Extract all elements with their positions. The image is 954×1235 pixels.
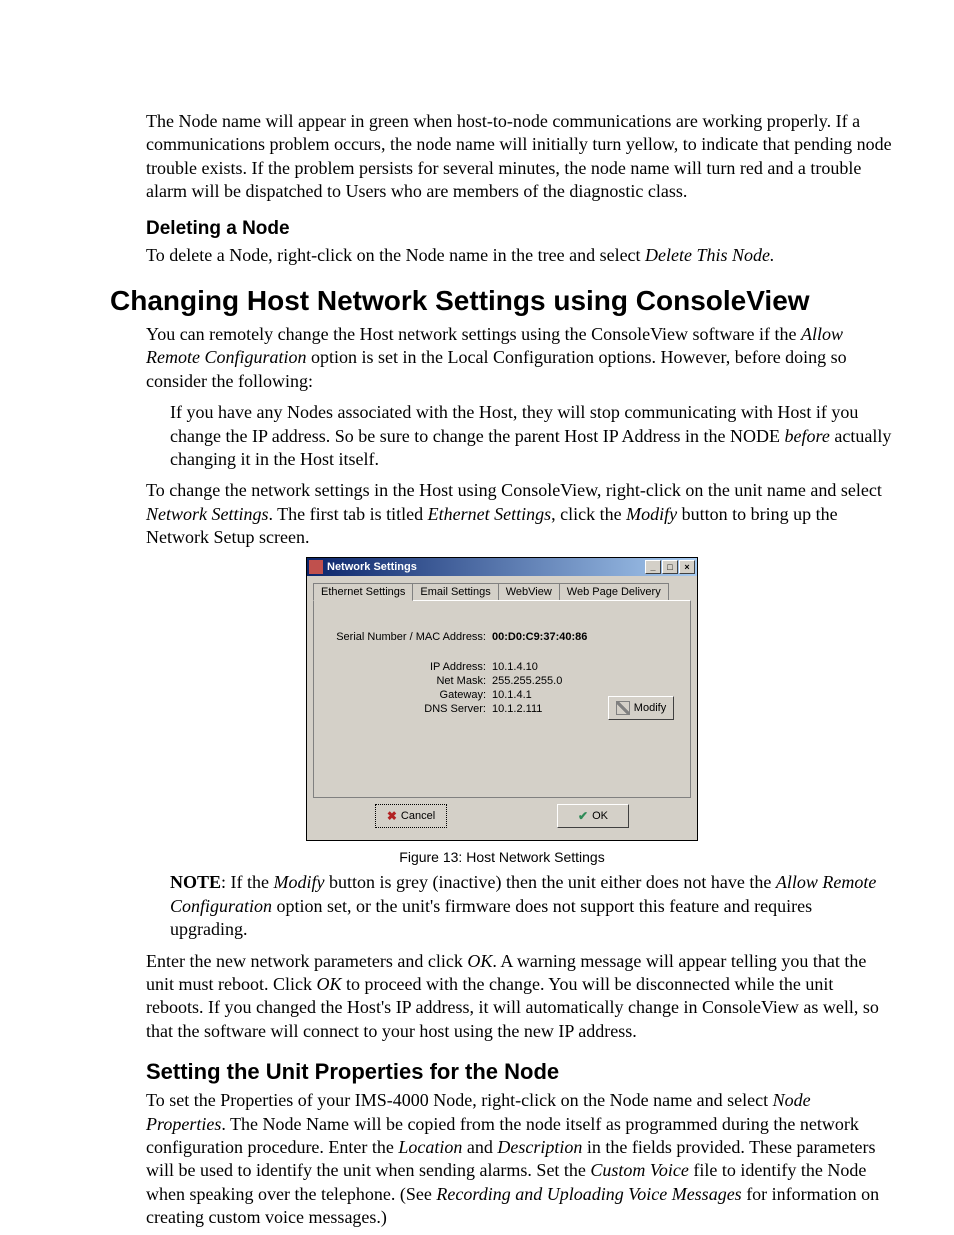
minimize-button[interactable]: _ <box>645 560 661 574</box>
cancel-button-label: Cancel <box>401 810 435 822</box>
delete-node-paragraph: To delete a Node, right-click on the Nod… <box>110 244 894 267</box>
tab-email-settings[interactable]: Email Settings <box>412 583 498 600</box>
tab-panel-ethernet: Serial Number / MAC Address: 00:D0:C9:37… <box>313 600 691 798</box>
tab-webview[interactable]: WebView <box>498 583 560 600</box>
note-label: NOTE <box>170 872 221 892</box>
text: Enter the new network parameters and cli… <box>146 951 467 971</box>
netmask-label: Net Mask: <box>326 675 492 687</box>
changing-intro-paragraph: You can remotely change the Host network… <box>110 323 894 393</box>
dialog-tabs: Ethernet Settings Email Settings WebView… <box>313 580 691 600</box>
text: . The first tab is titled <box>269 504 428 524</box>
network-settings-dialog: Network Settings _ □ × Ethernet Settings… <box>306 557 698 841</box>
text: To set the Properties of your IMS-4000 N… <box>146 1090 773 1110</box>
heading-setting-unit-properties: Setting the Unit Properties for the Node <box>110 1059 894 1085</box>
tab-web-page-delivery[interactable]: Web Page Delivery <box>559 583 669 600</box>
location-italic: Location <box>398 1137 462 1157</box>
mac-row: Serial Number / MAC Address: 00:D0:C9:37… <box>326 631 678 643</box>
dialog-body: Ethernet Settings Email Settings WebView… <box>307 576 697 840</box>
mac-label: Serial Number / MAC Address: <box>326 631 492 643</box>
cancel-icon: ✖ <box>387 809 397 823</box>
cancel-button[interactable]: ✖ Cancel <box>375 804 447 828</box>
delete-this-node-italic: Delete This Node. <box>645 245 774 265</box>
dialog-window-buttons: _ □ × <box>644 560 695 574</box>
netmask-value: 255.255.255.0 <box>492 675 562 687</box>
tab-ethernet-settings[interactable]: Ethernet Settings <box>313 583 413 601</box>
dns-label: DNS Server: <box>326 703 492 715</box>
note-paragraph: NOTE: If the Modify button is grey (inac… <box>110 871 894 941</box>
ok-button-label: OK <box>592 810 608 822</box>
heading-deleting-node: Deleting a Node <box>110 218 894 240</box>
text: , click the <box>551 504 626 524</box>
ip-row: IP Address: 10.1.4.10 <box>326 661 678 673</box>
maximize-button[interactable]: □ <box>662 560 678 574</box>
gateway-value: 10.1.4.1 <box>492 689 532 701</box>
figure-network-settings: Network Settings _ □ × Ethernet Settings… <box>110 557 894 865</box>
text: button is grey (inactive) then the unit … <box>325 872 776 892</box>
ok-italic: OK <box>467 951 492 971</box>
custom-voice-italic: Custom Voice <box>590 1160 689 1180</box>
text: and <box>462 1137 497 1157</box>
mac-value: 00:D0:C9:37:40:86 <box>492 631 587 643</box>
dialog-footer: ✖ Cancel ✔ OK <box>313 798 691 830</box>
changing-warning-paragraph: If you have any Nodes associated with th… <box>110 401 894 471</box>
unit-properties-paragraph: To set the Properties of your IMS-4000 N… <box>110 1089 894 1229</box>
dns-value: 10.1.2.111 <box>492 703 542 715</box>
modify-italic: Modify <box>626 504 677 524</box>
close-button[interactable]: × <box>679 560 695 574</box>
dialog-app-icon <box>309 560 323 574</box>
changing-steps-paragraph: To change the network settings in the Ho… <box>110 479 894 549</box>
text: If you have any Nodes associated with th… <box>170 402 858 445</box>
enter-params-paragraph: Enter the new network parameters and cli… <box>110 950 894 1044</box>
figure-caption: Figure 13: Host Network Settings <box>110 849 894 865</box>
text: : If the <box>221 872 273 892</box>
modify-italic2: Modify <box>274 872 325 892</box>
recording-uploading-italic: Recording and Uploading Voice Messages <box>436 1184 741 1204</box>
page: The Node name will appear in green when … <box>0 0 954 1235</box>
ip-label: IP Address: <box>326 661 492 673</box>
text: You can remotely change the Host network… <box>146 324 801 344</box>
heading-changing-host-network: Changing Host Network Settings using Con… <box>110 285 894 317</box>
ok-button[interactable]: ✔ OK <box>557 804 629 828</box>
network-settings-italic: Network Settings <box>146 504 269 524</box>
ip-value: 10.1.4.10 <box>492 661 538 673</box>
netmask-row: Net Mask: 255.255.255.0 <box>326 675 678 687</box>
intro-paragraph: The Node name will appear in green when … <box>110 110 894 204</box>
dialog-titlebar: Network Settings _ □ × <box>307 558 697 576</box>
modify-button[interactable]: Modify <box>608 696 674 720</box>
gateway-label: Gateway: <box>326 689 492 701</box>
text: To change the network settings in the Ho… <box>146 480 882 500</box>
dialog-title-text: Network Settings <box>327 561 644 573</box>
ok-italic2: OK <box>317 974 342 994</box>
ok-icon: ✔ <box>578 809 588 823</box>
ethernet-settings-italic: Ethernet Settings <box>428 504 551 524</box>
modify-icon <box>616 701 630 715</box>
before-italic: before <box>785 426 830 446</box>
modify-button-label: Modify <box>634 702 666 714</box>
text: To delete a Node, right-click on the Nod… <box>146 245 645 265</box>
description-italic: Description <box>497 1137 582 1157</box>
